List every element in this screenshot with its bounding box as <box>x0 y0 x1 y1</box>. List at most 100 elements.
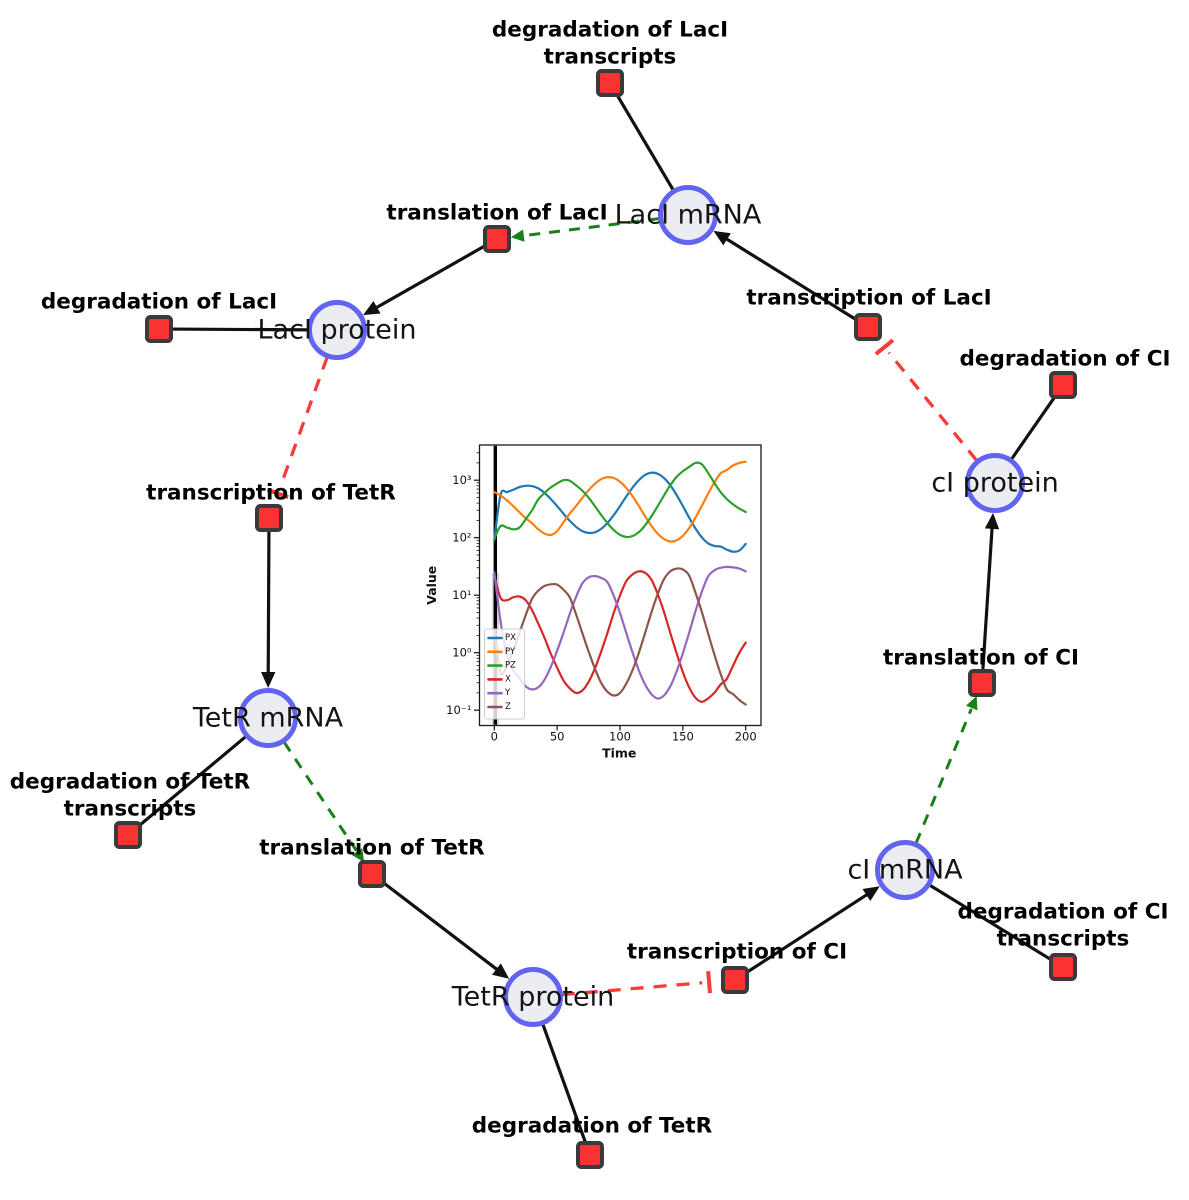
edge-inhibition-ci-protein-transcription-laci <box>887 351 978 462</box>
reaction-node-transcription-tetr[interactable] <box>255 504 283 532</box>
species-circle-icon[interactable] <box>503 967 563 1027</box>
edge-modifier-laci-mrna-translation-laci-arrowhead-icon <box>510 229 525 242</box>
series-line-Y <box>493 565 747 700</box>
edge-product-translation-ci-ci-protein <box>981 527 994 670</box>
reaction-square-icon[interactable] <box>576 1141 604 1169</box>
reaction-node-translation-tetr[interactable] <box>358 860 386 888</box>
reaction-square-icon[interactable] <box>483 225 511 253</box>
nodes-layer <box>114 69 1077 1169</box>
reaction-label-transcription-tetr: transcription of TetR <box>146 481 396 506</box>
x-tick-label: 100 <box>609 730 631 744</box>
edge-product-transcription-laci-laci-mrna <box>725 237 857 321</box>
reaction-node-deg-ci[interactable] <box>1049 371 1077 399</box>
y-tick-label: 10⁰ <box>452 646 472 660</box>
edge-product-translation-laci-laci-protein-arrowhead-icon <box>363 300 381 316</box>
species-circle-icon[interactable] <box>875 840 935 900</box>
reaction-node-deg-laci[interactable] <box>145 315 173 343</box>
reaction-square-icon[interactable] <box>255 504 283 532</box>
reaction-square-icon[interactable] <box>721 966 749 994</box>
chart-legend: PX PY PZ XYZ <box>484 628 525 720</box>
legend-label-X: X <box>505 674 511 684</box>
reaction-node-deg-tetr[interactable] <box>576 1141 604 1169</box>
species-node-tetr-protein[interactable] <box>503 967 563 1027</box>
reaction-square-icon[interactable] <box>145 315 173 343</box>
legend-label-PZ: PZ <box>505 661 516 671</box>
reaction-label-deg-laci-transcripts: transcripts <box>544 45 677 70</box>
species-label-tetr-mrna: TetR mRNA <box>192 703 344 734</box>
plot-background <box>479 445 761 726</box>
timeseries-chart: PX PY PZ XYZ 0 50 100 150 200 10⁻¹ 10⁰ 10¹ 10² 10³ Tim… <box>424 444 762 761</box>
edge-inhibition-ci-protein-transcription-laci-tbar-icon <box>874 338 895 356</box>
edge-consumption-tetr-protein-deg-tetr <box>540 1022 588 1144</box>
reaction-label-transcription-ci: transcription of CI <box>627 940 847 965</box>
reaction-label-transcription-laci: transcription of LacI <box>746 286 991 311</box>
edge-modifier-ci-mrna-translation-ci-arrowhead-icon <box>965 695 978 711</box>
edge-consumption-ci-protein-deg-ci <box>1009 394 1057 461</box>
edge-product-transcription-ci-ci-mrna-arrowhead-icon <box>862 886 880 902</box>
edge-inhibition-tetr-protein-transcription-ci-tbar-icon <box>706 971 713 994</box>
x-tick-label: 0 <box>491 730 498 744</box>
reaction-label-deg-tetr-transcripts: transcripts <box>64 797 197 822</box>
reaction-node-translation-ci[interactable] <box>968 669 996 697</box>
species-node-tetr-mrna[interactable] <box>238 688 298 748</box>
species-label-ci-protein: cI protein <box>931 468 1058 499</box>
edge-product-translation-tetr-tetr-protein-arrowhead-icon <box>492 963 510 979</box>
reaction-square-icon[interactable] <box>114 821 142 849</box>
species-label-laci-protein: LacI protein <box>258 315 417 346</box>
reaction-node-deg-ci-transcripts[interactable] <box>1049 953 1077 981</box>
reaction-square-icon[interactable] <box>1049 371 1077 399</box>
edge-product-transcription-tetr-tetr-mrna <box>266 531 271 674</box>
y-tick-label: 10³ <box>452 473 472 487</box>
species-node-ci-protein[interactable] <box>965 453 1025 513</box>
species-label-laci-mrna: LacI mRNA <box>615 200 762 231</box>
legend-label-Z: Z <box>505 702 511 712</box>
edge-product-transcription-tetr-tetr-mrna-arrowhead-icon <box>261 671 276 689</box>
reaction-label-translation-ci: translation of CI <box>883 646 1079 671</box>
edge-inhibition-laci-protein-transcription-tetr <box>278 356 329 488</box>
reaction-label-deg-laci: degradation of LacI <box>41 290 277 315</box>
reaction-label-deg-tetr-transcripts: degradation of TetR <box>10 770 251 795</box>
edge-product-transcription-laci-laci-mrna-arrowhead-icon <box>713 230 731 246</box>
species-circle-icon[interactable] <box>658 185 718 245</box>
x-axis-title: Time <box>602 746 636 761</box>
reaction-square-icon[interactable] <box>1049 953 1077 981</box>
reaction-node-deg-tetr-transcripts[interactable] <box>114 821 142 849</box>
edge-modifier-tetr-mrna-translation-tetr-arrowhead-icon <box>351 848 365 863</box>
series-line-PY <box>493 460 747 543</box>
reaction-node-deg-laci-transcripts[interactable] <box>596 69 624 97</box>
reaction-square-icon[interactable] <box>358 860 386 888</box>
x-tick-label: 50 <box>550 730 565 744</box>
reaction-node-transcription-laci[interactable] <box>854 313 882 341</box>
edge-product-transcription-ci-ci-mrna <box>745 893 869 974</box>
series-line-PX <box>493 471 747 553</box>
legend-label-Y: Y <box>504 688 511 698</box>
y-tick-label: 10² <box>452 531 471 545</box>
edges-layer <box>136 93 1057 1144</box>
reaction-square-icon[interactable] <box>596 69 624 97</box>
legend-label-PX: PX <box>505 633 516 643</box>
y-tick-label: 10⁻¹ <box>446 703 471 717</box>
species-node-ci-mrna[interactable] <box>875 840 935 900</box>
edge-product-translation-laci-laci-protein <box>375 244 486 310</box>
species-circle-icon[interactable] <box>238 688 298 748</box>
reaction-label-deg-ci-transcripts: degradation of CI <box>958 900 1169 925</box>
species-node-laci-mrna[interactable] <box>658 185 718 245</box>
reaction-node-transcription-ci[interactable] <box>721 966 749 994</box>
species-circle-icon[interactable] <box>307 300 367 360</box>
reaction-square-icon[interactable] <box>968 669 996 697</box>
species-node-laci-protein[interactable] <box>307 300 367 360</box>
species-circle-icon[interactable] <box>965 453 1025 513</box>
edge-inhibition-laci-protein-transcription-tetr-tbar-icon <box>266 487 289 500</box>
reaction-label-deg-ci: degradation of CI <box>960 347 1171 372</box>
reaction-label-translation-laci: translation of LacI <box>386 201 607 226</box>
reaction-square-icon[interactable] <box>854 313 882 341</box>
edge-product-translation-tetr-tetr-protein <box>382 881 499 971</box>
reaction-node-translation-laci[interactable] <box>483 225 511 253</box>
edge-consumption-tetr-mrna-deg-tetr-transcripts <box>136 734 248 828</box>
x-tick-label: 150 <box>672 730 694 744</box>
labels-layer: LacI mRNA LacI protein cI protein TetR mRNA… <box>10 18 1171 1139</box>
edge-consumption-laci-mrna-deg-laci-transcripts <box>615 93 676 192</box>
reaction-label-translation-tetr: translation of TetR <box>259 836 485 861</box>
